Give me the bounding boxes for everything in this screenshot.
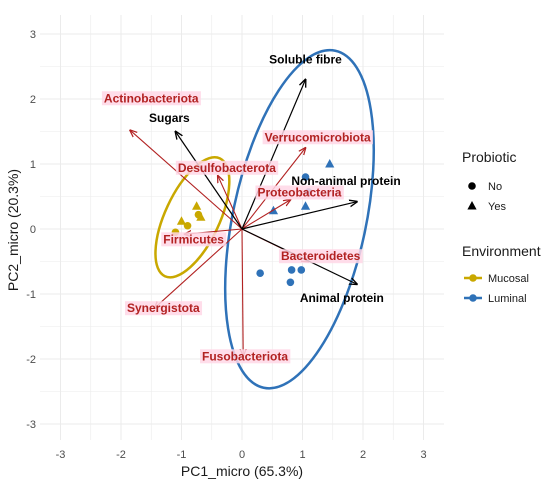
legend-title-probiotic: Probiotic (462, 149, 516, 165)
sample-point-triangle (325, 159, 335, 168)
x-tick-label: -2 (116, 449, 126, 461)
label-background (125, 301, 203, 316)
loading-label-firmicutes: Firmicutes (163, 232, 224, 246)
axis-ticks: -3 -2 -1 0 1 2 3 -3 -2 -1 0 1 2 3 (26, 29, 426, 461)
x-axis-title: PC1_micro (65.3%) (181, 463, 303, 479)
label-background (278, 249, 363, 264)
loading-arrow-fusobacteriota (242, 228, 243, 356)
loading-label-synergistota: Synergistota (127, 301, 200, 315)
loading-arrow-soluble-fibre (241, 80, 306, 230)
legend-label-mucosal: Mucosal (488, 273, 529, 285)
sample-point-circle (183, 221, 192, 230)
label-background (161, 232, 227, 247)
sample-point-circle (286, 278, 295, 287)
loading-label-non-animal-protein: Non-animal protein (291, 174, 400, 188)
loading-arrow-actinobacteriota (130, 130, 243, 230)
loading-label-fusobacteriota: Fusobacteriota (202, 349, 288, 363)
legend-title-environment: Environment (462, 243, 541, 259)
loading-label-desulfobacterota: Desulfobacterota (178, 161, 276, 175)
y-axis-title: PC2_micro (20.3%) (5, 169, 21, 291)
loading-arrow-sugars (175, 132, 243, 230)
legend-key-dot (469, 294, 477, 302)
label-background (255, 185, 344, 200)
sample-point-triangle (192, 201, 202, 210)
loading-label-verrucomicrobiota: Verrucomicrobiota (265, 130, 371, 144)
x-tick-label: 3 (420, 449, 426, 461)
loading-arrow-proteobacteria (241, 200, 290, 230)
loading-label-soluble-fibre: Soluble fibre (269, 52, 342, 66)
loading-label-bacteroidetes: Bacteroidetes (281, 249, 361, 263)
legend-label-luminal: Luminal (488, 293, 527, 305)
loading-arrow-non-animal-protein (241, 202, 357, 230)
y-tick-label: 0 (30, 224, 36, 236)
loading-label-proteobacteria: Proteobacteria (257, 186, 341, 200)
legend: Probiotic No Yes Environment Mucosal Luminal (462, 149, 541, 305)
group-ellipses (154, 48, 376, 390)
loading-arrow-desulfobacterota (218, 176, 243, 230)
mucosal-ellipse (154, 156, 231, 279)
sample-point-triangle (196, 212, 206, 221)
legend-key-triangle (467, 201, 477, 210)
x-tick-label: 1 (299, 449, 305, 461)
y-tick-label: 2 (30, 94, 36, 106)
y-tick-label: -3 (26, 419, 36, 431)
loading-label-sugars: Sugars (149, 111, 190, 125)
y-tick-label: 1 (30, 159, 36, 171)
x-tick-label: -1 (177, 449, 187, 461)
x-tick-label: 0 (239, 449, 245, 461)
sample-point-circle (297, 266, 306, 274)
luminal-ellipse (223, 48, 376, 390)
label-background (101, 91, 201, 106)
legend-label-no: No (488, 181, 502, 193)
loading-arrow-synergistota (154, 228, 243, 308)
legend-label-yes: Yes (488, 201, 506, 213)
label-background (175, 160, 279, 175)
sample-point-triangle (176, 216, 187, 225)
y-tick-label: 3 (30, 29, 36, 41)
loading-label-animal-protein: Animal protein (300, 291, 384, 305)
label-background (262, 130, 373, 145)
sample-point-circle (256, 269, 264, 278)
sample-point-triangle (300, 201, 311, 210)
y-tick-label: -2 (26, 354, 36, 366)
sample-point-circle (301, 173, 310, 181)
legend-key-circle (468, 182, 476, 190)
legend-key-dot (469, 274, 477, 282)
loading-label-actinobacteriota: Actinobacteriota (104, 91, 199, 105)
y-tick-label: -1 (26, 289, 36, 301)
x-tick-label: -3 (56, 449, 66, 461)
x-tick-label: 2 (360, 449, 366, 461)
loading-labels: Actinobacteriota Verrucomicrobiota Desulfo… (101, 52, 401, 364)
label-background (200, 349, 291, 364)
sample-point-circle (287, 266, 296, 274)
